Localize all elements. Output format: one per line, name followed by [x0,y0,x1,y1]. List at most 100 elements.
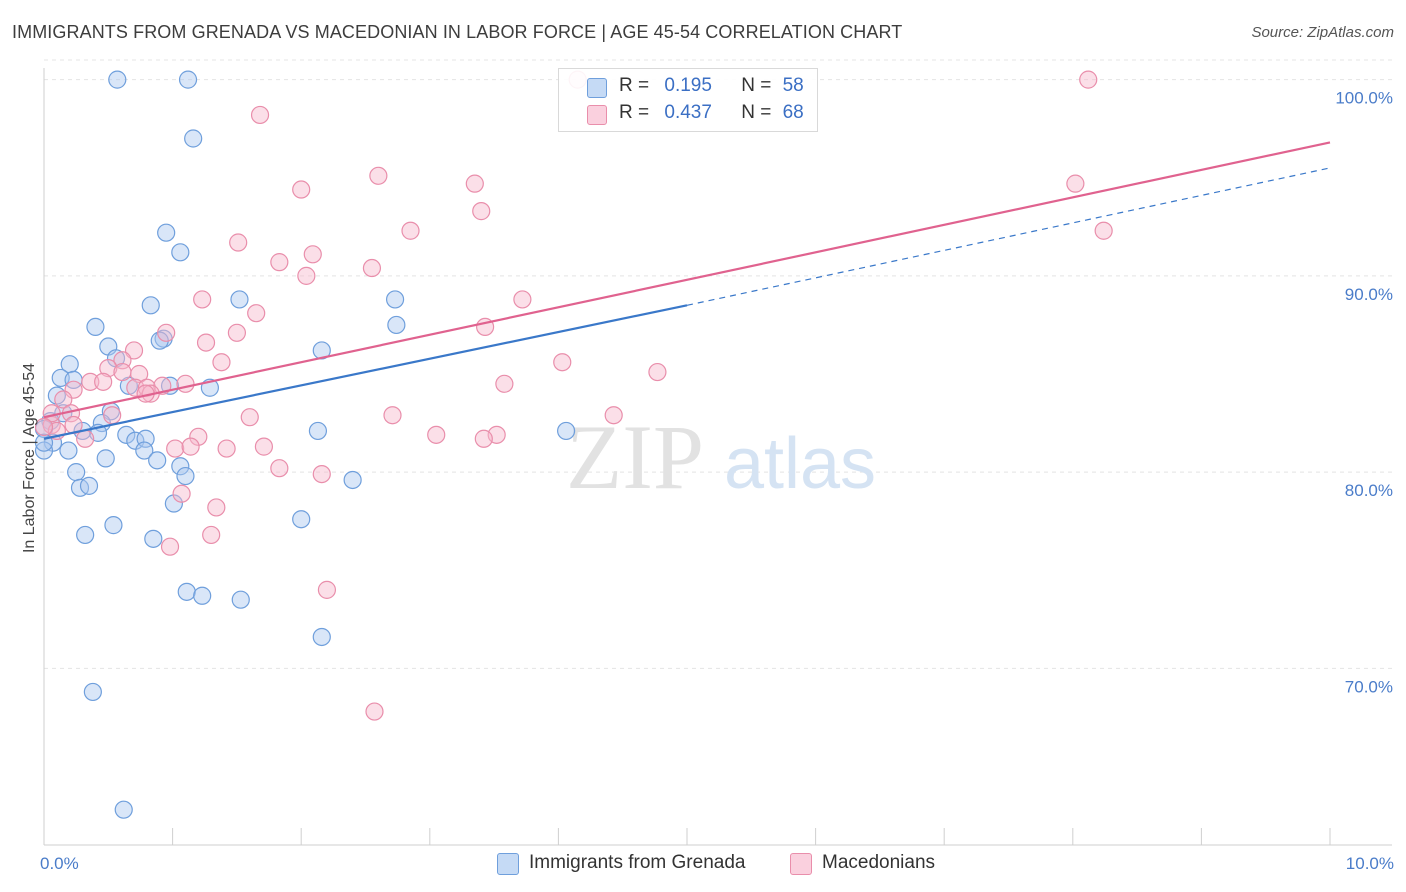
y-tick-label: 80.0% [1345,481,1393,500]
point-macedonians [176,374,195,393]
point-macedonians [207,498,226,517]
point-macedonians [401,221,420,240]
point-macedonians [250,105,270,125]
legend-n-label: N = [741,102,772,123]
y-tick-label: 70.0% [1345,677,1393,696]
trend-lines [43,141,1331,440]
legend-n-label: N = [741,75,772,96]
point-macedonians [160,537,180,556]
trend-line-grenada [43,304,688,440]
point-grenada [96,449,115,468]
point-macedonians [317,580,337,599]
point-macedonians [254,437,274,456]
point-macedonians [227,323,246,342]
legend-r-label: R = [619,102,650,123]
point-grenada [193,586,212,605]
point-grenada [343,470,362,490]
x-tick-label: 10.0% [1346,854,1394,873]
series-legend-label-grenada: Immigrants from Grenada [529,852,746,873]
point-macedonians [172,484,191,503]
point-grenada [104,516,123,535]
point-grenada [171,457,190,476]
series-legend: Immigrants from Grenada Macedonians [0,852,1406,878]
point-grenada [76,525,95,545]
trend-line-macedonians [43,141,1331,419]
point-grenada [144,529,163,548]
point-grenada [34,441,54,460]
point-grenada [387,315,406,335]
point-grenada [117,425,136,444]
legend-row-grenada: R = 0.195 N = 58 [559,73,817,101]
trend-line-grenada-extension [686,167,1331,306]
point-grenada [557,421,576,441]
point-macedonians [270,253,289,272]
point-grenada [184,129,203,148]
correlation-legend: R = 0.195 N = 58 R = 0.437 N = 68 [558,68,818,132]
point-macedonians [94,372,113,391]
legend-r-label: R = [619,75,650,96]
chart-title: IMMIGRANTS FROM GRENADA VS MACEDONIAN IN… [12,22,903,42]
point-grenada [108,70,127,89]
point-grenada [178,70,198,89]
source-credit: Source: ZipAtlas.com [1251,24,1394,41]
point-macedonians [229,233,248,252]
point-macedonians [472,202,491,221]
y-tick-label: 90.0% [1345,285,1393,304]
point-macedonians [1094,221,1113,240]
point-macedonians [365,702,384,721]
point-macedonians [362,258,382,278]
series-legend-swatch-blue [497,853,519,875]
point-macedonians [270,459,289,478]
x-tick-label: 0.0% [40,854,79,873]
point-macedonians [513,290,532,309]
point-grenada [141,296,160,315]
series-legend-swatch-pink [790,853,812,875]
legend-r-value-macedonians: 0.437 [664,102,712,123]
point-macedonians [157,323,176,342]
watermark: ZIP atlas [566,406,876,508]
point-macedonians [193,290,212,309]
point-grenada [385,290,405,309]
legend-r-value-grenada: 0.195 [664,75,712,96]
legend-row-macedonians: R = 0.437 N = 68 [559,100,817,128]
point-grenada [70,478,90,497]
point-macedonians [103,406,122,425]
point-grenada [177,582,196,601]
series-legend-label-macedonians: Macedonians [822,852,936,873]
point-grenada [176,466,195,486]
point-macedonians [189,427,208,446]
legend-n-value-grenada: 58 [782,75,804,96]
point-grenada [157,223,176,242]
point-grenada [230,290,249,309]
point-macedonians [166,439,185,458]
grid-lines [44,59,1392,669]
point-macedonians [76,429,95,448]
point-grenada [114,800,133,819]
point-macedonians [297,266,316,285]
point-grenada [79,476,99,495]
point-macedonians [81,372,100,391]
series-grenada-points [34,70,576,819]
legend-text-macedonians: R = 0.437 N = 68 [619,102,804,124]
point-grenada [86,317,105,336]
point-macedonians [1079,70,1098,89]
point-macedonians [474,429,493,448]
watermark-atlas: atlas [724,424,876,504]
y-tick-label: 100.0% [1335,89,1393,108]
point-macedonians [312,464,331,484]
point-macedonians [212,353,231,372]
point-macedonians [217,439,236,458]
watermark-zip: ZIP [566,406,704,508]
point-grenada [308,421,328,441]
point-macedonians [196,333,216,352]
point-grenada [171,243,190,262]
point-macedonians [113,362,132,382]
point-macedonians [99,359,118,378]
point-macedonians [604,406,623,425]
point-macedonians [465,174,484,193]
legend-n-value-macedonians: 68 [782,102,804,123]
axes: 70.0% 80.0% 90.0% 100.0% 0.0% 10.0% [40,68,1394,873]
point-grenada [83,682,102,702]
point-grenada [231,590,250,609]
